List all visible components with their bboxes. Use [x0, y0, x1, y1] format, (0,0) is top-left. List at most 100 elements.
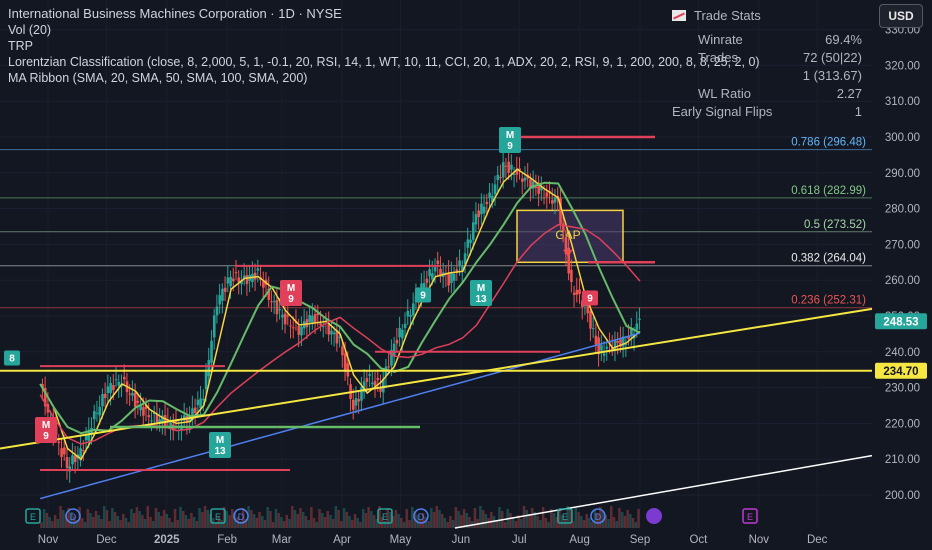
volume-bar [528, 514, 531, 528]
indicator-lorentzian[interactable]: Lorentzian Classification (close, 8, 2,0… [8, 55, 760, 69]
candle-body [196, 399, 200, 406]
volume-bar [629, 514, 632, 528]
event-marker-label: E [747, 512, 753, 522]
volume-bar [92, 517, 95, 528]
volume-bar [291, 506, 294, 528]
candle-body [338, 336, 341, 338]
candle-body [169, 422, 172, 428]
candle-body [270, 301, 273, 303]
y-tick-label: 280.00 [885, 204, 920, 216]
volume-bar [599, 507, 602, 528]
candle-body [578, 289, 581, 295]
candle-body [267, 288, 271, 300]
candle-body [613, 340, 617, 350]
indicator-ma-ribbon[interactable]: MA Ribbon (SMA, 20, SMA, 50, SMA, 100, S… [8, 71, 308, 85]
candle-body [447, 272, 451, 286]
symbol-title[interactable]: International Business Machines Corporat… [8, 6, 342, 21]
candle-body [300, 326, 303, 336]
volume-bar [479, 506, 482, 528]
x-tick-label: Dec [96, 534, 117, 546]
x-tick-label: Aug [569, 534, 589, 546]
candle-body [136, 400, 140, 403]
candle-body [262, 281, 265, 288]
volume-bar [173, 509, 177, 528]
signal-box [35, 417, 57, 443]
volume-bar [252, 514, 256, 528]
volume-bar [266, 507, 269, 528]
candle-body [619, 339, 622, 347]
y-tick-label: 260.00 [885, 275, 920, 287]
volume-bar [203, 506, 207, 528]
volume-bar [574, 508, 578, 528]
volume-bar [522, 506, 526, 528]
candle-body [101, 393, 104, 407]
volume-bar [481, 510, 485, 528]
indicator-vol[interactable]: Vol (20) [8, 23, 52, 37]
volume-bar [378, 506, 381, 528]
volume-bar [231, 509, 234, 528]
volume-bar [569, 510, 572, 528]
volume-bar [119, 520, 122, 528]
candle-body [362, 381, 366, 393]
volume-bar [386, 508, 389, 528]
volume-bar [552, 513, 556, 528]
candle-body [403, 323, 407, 328]
volume-bar [367, 507, 370, 528]
y-tick-label: 230.00 [885, 383, 920, 395]
volume-bar [612, 517, 616, 528]
signal-label: M [506, 130, 514, 141]
candle-body [242, 275, 246, 279]
candle-body [570, 269, 573, 283]
candle-body [357, 399, 361, 402]
volume-bar [460, 515, 463, 528]
candle-body [368, 374, 371, 376]
candle-body [193, 407, 197, 414]
candle-body [428, 269, 431, 277]
event-marker-label: E [562, 512, 568, 522]
early-flips-value: 1 [854, 104, 862, 119]
currency-button[interactable]: USD [879, 4, 923, 28]
volume-bar [64, 514, 68, 528]
volume-bar [389, 512, 392, 528]
volume-bar [402, 522, 406, 528]
y-tick-label: 270.00 [885, 239, 920, 251]
x-tick-label: Dec [807, 534, 828, 546]
volume-bar [222, 507, 226, 528]
price-tag-label: 234.70 [883, 366, 918, 378]
volume-bar [356, 518, 359, 528]
event-earnings-marker [377, 508, 393, 524]
volume-bar [241, 508, 245, 528]
volume-bar [383, 521, 387, 528]
volume-bar [108, 521, 111, 528]
candle-body [311, 315, 314, 325]
candle-body [395, 339, 399, 344]
volume-bar [351, 520, 354, 528]
volume-bar [280, 517, 283, 528]
candle-body [458, 260, 461, 267]
volume-bar [405, 509, 409, 528]
candle-body [551, 200, 554, 204]
volume-bar [353, 514, 357, 528]
volume-bar [198, 508, 201, 528]
candle-body [82, 450, 85, 452]
candle-body [392, 343, 396, 357]
volume-bar [541, 507, 545, 528]
volume-bar [244, 519, 248, 528]
candle-body [376, 378, 380, 381]
volume-bar [100, 519, 103, 528]
event-dividend-marker [233, 508, 249, 524]
volume-bar [631, 518, 635, 528]
indicator-trp[interactable]: TRP [8, 39, 33, 53]
volume-bar [285, 515, 289, 528]
candle-body [139, 405, 142, 411]
volume-bar [454, 507, 458, 528]
volume-bar [440, 514, 444, 528]
candle-body [123, 376, 126, 380]
volume-bar [105, 510, 109, 528]
volume-bar [372, 515, 376, 528]
signal-label: 8 [9, 354, 15, 365]
volume-bar [566, 506, 569, 528]
event-dividend-marker [413, 508, 429, 524]
winrate-value: 69.4% [825, 32, 862, 47]
